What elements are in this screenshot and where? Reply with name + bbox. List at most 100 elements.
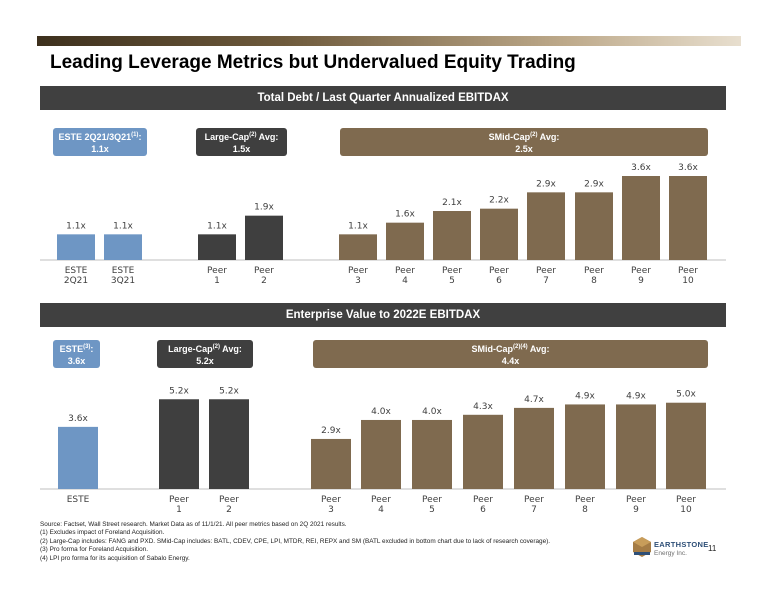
bottom-chart-category-label: Peer xyxy=(219,495,239,505)
bottom-chart-value-label: 4.9x xyxy=(575,391,595,401)
top-chart-category-label: Peer xyxy=(442,266,462,276)
top-chart-bar xyxy=(245,215,283,260)
bottom-chart-bar xyxy=(616,404,656,489)
bottom-chart-category-label: 10 xyxy=(680,505,692,515)
bottom-chart-bar xyxy=(159,399,199,489)
top-chart-value-label: 2.2x xyxy=(489,196,509,206)
ev-ebitdax-bar-chart: 3.6xESTE5.2xPeer15.2xPeer22.9xPeer34.0xP… xyxy=(40,386,726,515)
top-chart-category-label: ESTE xyxy=(112,266,135,276)
callout-smidcap-ev: SMid-Cap(2)(4) Avg: 4.4x xyxy=(313,340,708,368)
bottom-chart-value-label: 3.6x xyxy=(68,414,88,424)
top-chart-value-label: 1.1x xyxy=(66,221,86,231)
top-chart-category-label: 3Q21 xyxy=(111,276,135,286)
top-chart-bar xyxy=(433,211,471,260)
bottom-chart-value-label: 2.9x xyxy=(321,426,341,436)
top-chart-value-label: 1.1x xyxy=(348,221,368,231)
bottom-chart-value-label: 4.3x xyxy=(473,402,493,412)
bottom-chart-category-label: 5 xyxy=(429,505,435,515)
page-number: 11 xyxy=(708,544,717,553)
footnote-3: (3) Pro forma for Foreland Acquisition. xyxy=(40,546,148,554)
top-chart-category-label: 2 xyxy=(261,276,267,286)
top-chart-bar xyxy=(622,176,660,260)
top-chart-bar xyxy=(669,176,707,260)
bottom-chart-category-label: 9 xyxy=(633,505,639,515)
bottom-chart-category-label: 6 xyxy=(480,505,486,515)
top-chart-category-label: ESTE xyxy=(65,266,88,276)
callout-largecap-leverage: Large-Cap(2) Avg: 1.5x xyxy=(196,128,287,156)
bottom-chart-bar xyxy=(311,438,351,489)
top-chart-category-label: 10 xyxy=(682,276,694,286)
top-chart-bar xyxy=(527,192,565,260)
bottom-chart-value-label: 5.2x xyxy=(169,386,189,396)
company-logo: EARTHSTONE Energy Inc. xyxy=(632,536,712,562)
bottom-chart-category-label: Peer xyxy=(575,495,595,505)
top-chart-category-label: 6 xyxy=(496,276,502,286)
top-chart-category-label: Peer xyxy=(584,266,604,276)
bottom-chart-category-label: Peer xyxy=(169,495,189,505)
bottom-chart-value-label: 4.9x xyxy=(626,391,646,401)
bottom-chart-bar xyxy=(514,407,554,489)
callout-largecap-ev: Large-Cap(2) Avg: 5.2x xyxy=(157,340,253,368)
top-chart-category-label: 8 xyxy=(591,276,597,286)
top-chart-category-label: 3 xyxy=(355,276,361,286)
footnote-4: (4) LPI pro forma for its acquisition of… xyxy=(40,554,190,562)
bottom-chart-category-label: Peer xyxy=(321,495,341,505)
bottom-chart-bar xyxy=(412,419,452,489)
top-chart-value-label: 3.6x xyxy=(631,163,651,173)
top-chart-bar xyxy=(386,222,424,260)
top-chart-value-label: 2.9x xyxy=(536,179,556,189)
top-chart-bar xyxy=(339,234,377,260)
top-chart-category-label: 5 xyxy=(449,276,455,286)
bottom-chart-value-label: 4.0x xyxy=(422,407,442,417)
bottom-chart-category-label: Peer xyxy=(371,495,391,505)
top-chart-value-label: 1.6x xyxy=(395,210,415,220)
bottom-chart-bar xyxy=(666,402,706,489)
bottom-chart-value-label: 4.0x xyxy=(371,407,391,417)
top-chart-category-label: Peer xyxy=(489,266,509,276)
bottom-chart-bar xyxy=(463,414,503,489)
bottom-chart-bar xyxy=(209,399,249,489)
logo-subtitle: Energy Inc. xyxy=(654,550,687,557)
top-chart-category-label: Peer xyxy=(678,266,698,276)
bottom-chart-bar xyxy=(565,404,605,489)
top-chart-header: Total Debt / Last Quarter Annualized EBI… xyxy=(40,86,726,110)
top-chart-category-label: 7 xyxy=(543,276,549,286)
bottom-chart-category-label: Peer xyxy=(524,495,544,505)
top-chart-category-label: Peer xyxy=(631,266,651,276)
bottom-chart-category-label: Peer xyxy=(473,495,493,505)
bottom-chart-category-label: 1 xyxy=(176,505,182,515)
callout-este-ev: ESTE(3): 3.6x xyxy=(53,340,100,368)
top-chart-value-label: 1.9x xyxy=(254,203,274,213)
page-title: Leading Leverage Metrics but Undervalued… xyxy=(50,52,576,73)
top-chart-category-label: Peer xyxy=(207,266,227,276)
top-chart-value-label: 2.9x xyxy=(584,179,604,189)
bottom-chart-category-label: 3 xyxy=(328,505,334,515)
bottom-chart-bar xyxy=(58,426,98,489)
footnotes: Source: Factset, Wall Street research. M… xyxy=(40,521,550,563)
bottom-chart-category-label: 2 xyxy=(226,505,232,515)
top-chart-category-label: Peer xyxy=(254,266,274,276)
top-chart-bar xyxy=(104,234,142,260)
top-chart-bar xyxy=(480,208,518,260)
top-chart-value-label: 1.1x xyxy=(113,221,133,231)
top-chart-value-label: 1.1x xyxy=(207,221,227,231)
bottom-chart-category-label: 7 xyxy=(531,505,537,515)
top-chart-category-label: Peer xyxy=(348,266,368,276)
top-chart-category-label: 2Q21 xyxy=(64,276,88,286)
bottom-chart-category-label: 4 xyxy=(378,505,384,515)
bottom-chart-value-label: 4.7x xyxy=(524,395,544,405)
top-chart-category-label: Peer xyxy=(536,266,556,276)
top-chart-bar xyxy=(575,192,613,260)
top-chart-bar xyxy=(198,234,236,260)
debt-ebitdax-bar-chart: 1.1xESTE2Q211.1xESTE3Q211.1xPeer11.9xPee… xyxy=(40,163,726,286)
bottom-chart-category-label: Peer xyxy=(422,495,442,505)
top-chart-value-label: 2.1x xyxy=(442,198,462,208)
bottom-chart-bar xyxy=(361,419,401,489)
top-chart-category-label: Peer xyxy=(395,266,415,276)
top-chart-value-label: 3.6x xyxy=(678,163,698,173)
footnote-2: (2) Large-Cap includes: FANG and PXD. SM… xyxy=(40,537,551,545)
top-chart-bar xyxy=(57,234,95,260)
callout-smidcap-leverage: SMid-Cap(2) Avg: 2.5x xyxy=(340,128,708,156)
logo-name: EARTHSTONE xyxy=(654,540,709,549)
footnote-source: Source: Factset, Wall Street research. M… xyxy=(40,521,347,528)
